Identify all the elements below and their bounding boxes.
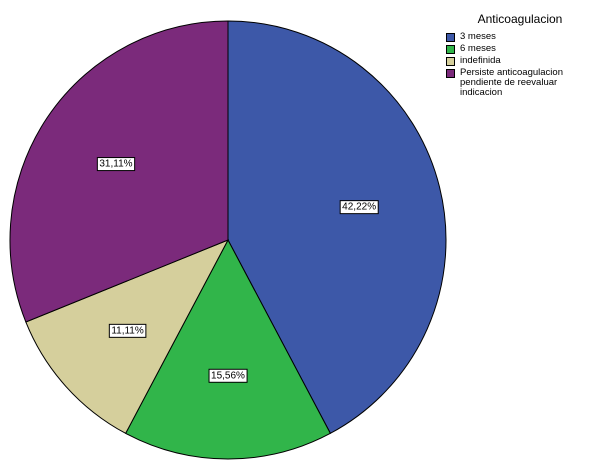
legend-item: indefinida [440, 56, 600, 66]
slice-label-box [339, 200, 379, 215]
slice-label-text: 31,11% [99, 159, 132, 170]
pie-slice [124, 238, 332, 460]
legend-swatch [446, 33, 455, 42]
slice-label-text: 42,22% [342, 202, 376, 213]
legend-item: Persiste anticoagulacion pendiente de re… [440, 68, 600, 98]
legend-item: 6 meses [440, 44, 600, 54]
legend-label: Persiste anticoagulacion pendiente de re… [460, 67, 563, 98]
legend-swatch [446, 69, 455, 78]
slice-label-text: 15,56% [211, 370, 245, 381]
legend-swatch [446, 45, 455, 54]
pie-slice [9, 20, 229, 323]
slice-data-label: 15,56% [208, 368, 248, 383]
legend-title: Anticoagulacion [477, 12, 563, 26]
slice-label-text: 11,11% [111, 325, 144, 336]
legend-swatch [446, 57, 455, 66]
legend-label: 6 meses [460, 43, 496, 54]
slice-label-box [108, 323, 147, 338]
pie-slice [227, 20, 447, 435]
pie-data-labels: 42,22% 15,56% 11,11% 31,11% [96, 157, 379, 383]
legend-label: indefinida [460, 55, 501, 66]
legend-items: 3 meses 6 meses indefinida Persiste anticoa… [440, 32, 600, 98]
slice-label-box [208, 368, 248, 383]
chart-legend: Anticoagulacion 3 meses 6 meses indefinida… [440, 12, 600, 100]
legend-label: 3 meses [460, 31, 496, 42]
legend-item: 3 meses [440, 32, 600, 42]
slice-label-box [96, 157, 136, 172]
slice-data-label: 42,22% [339, 200, 379, 215]
slice-data-label: 31,11% [96, 157, 136, 172]
pie-slices [9, 20, 447, 460]
slice-data-label: 11,11% [108, 323, 147, 338]
